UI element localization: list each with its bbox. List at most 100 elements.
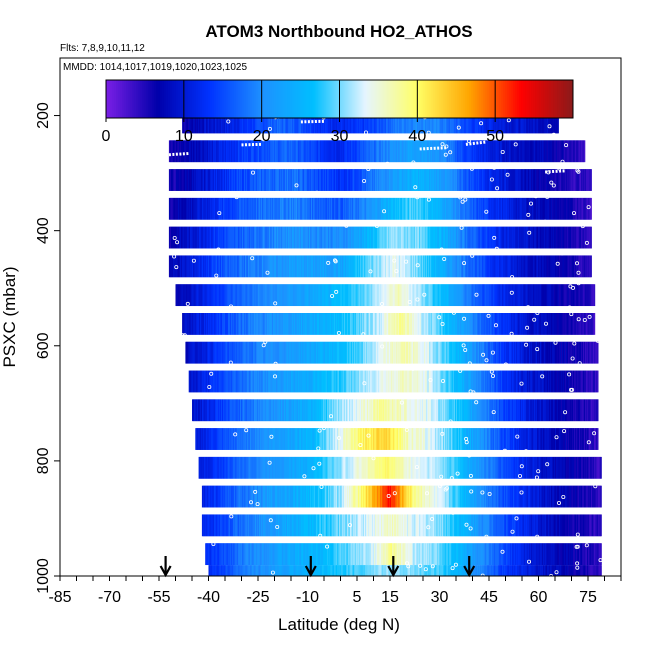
heat-cell [232,226,235,249]
heat-cell [415,341,417,364]
heat-cell [559,428,562,450]
heat-cell [453,226,455,249]
heat-cell [202,226,205,249]
heat-cell [355,370,358,393]
heat-cell [425,140,428,163]
heat-cell [552,226,554,249]
heat-cell [556,111,558,134]
heat-cell [415,399,418,422]
heat-cell [542,255,544,278]
heat-cell [564,140,567,163]
heat-cell [247,341,249,364]
heat-cell [559,140,562,163]
heat-cell [321,284,324,307]
heat-cell [447,428,449,450]
heat-cell [193,197,196,220]
heat-cell [398,111,400,134]
heat-cell [425,255,427,278]
heat-cell [399,341,401,364]
heat-cell [495,284,498,307]
heat-cell [463,399,466,422]
heat-cell [215,226,218,249]
heat-cell [525,313,528,335]
heat-cell [361,255,363,278]
heat-cell [269,428,271,450]
heat-cell [561,370,564,393]
heat-cell [505,370,508,393]
heat-cell [242,140,245,163]
heat-cell [515,284,518,307]
heat-cell [406,399,409,422]
heat-cell [181,255,184,278]
heat-cell [378,399,381,422]
heat-cell [458,428,460,450]
heat-cell [482,341,484,364]
heat-cell [278,370,281,393]
heat-cell [497,140,500,163]
heat-cell [382,140,385,163]
heat-cell [287,399,290,422]
heat-cell [304,255,306,278]
heat-cell [543,169,545,191]
heat-cell [540,428,543,450]
heat-cell [294,140,297,163]
heat-cell [529,226,531,249]
heat-cell [361,428,363,450]
heat-cell [505,313,508,335]
heat-cell [541,111,543,134]
heat-cell [445,140,448,163]
heat-cell [530,428,533,450]
heat-cell [483,370,486,393]
heat-cell [381,313,384,335]
heat-cell [428,169,430,191]
heat-cell [209,456,212,479]
heat-cell [512,197,514,220]
heat-cell [400,140,403,163]
heat-cell [481,226,483,249]
heat-cell [425,197,427,220]
heat-cell [185,169,188,191]
heat-cell [582,341,585,364]
heat-cell [494,111,496,134]
heat-cell [256,169,259,191]
heat-cell [248,313,250,335]
heat-cell [252,370,255,393]
heat-cell [471,169,473,191]
heat-cell [488,284,491,307]
heat-cell [180,226,183,249]
heat-cell [476,370,479,393]
heat-cell [184,140,187,163]
heat-cell [466,140,469,163]
heat-cell [210,111,212,134]
heat-cell [318,428,320,450]
heat-cell [328,399,331,422]
heat-cell [394,313,397,335]
heat-cell [344,428,346,450]
heat-cell [577,370,580,393]
heat-cell [293,341,295,364]
heat-cell [266,399,269,422]
heat-cell [293,140,296,163]
heat-cell [210,399,212,422]
heat-cell [489,428,491,450]
heat-cell [576,255,578,278]
heat-cell [448,399,451,422]
heat-cell [589,169,591,191]
heat-cell [218,197,221,220]
heat-cell [241,111,243,134]
heat-cell [319,226,321,249]
heat-cell [301,140,304,163]
heat-cell [414,226,416,249]
heat-cell [586,341,589,364]
heat-cell [511,313,514,335]
heat-cell [543,140,546,163]
heat-cell [404,255,406,278]
heat-cell [546,226,548,249]
heat-cell [436,399,439,422]
heat-cell [387,341,389,364]
heat-cell [291,428,293,450]
heat-cell [428,341,430,364]
heat-cell [279,370,282,393]
heat-cell [498,140,501,163]
